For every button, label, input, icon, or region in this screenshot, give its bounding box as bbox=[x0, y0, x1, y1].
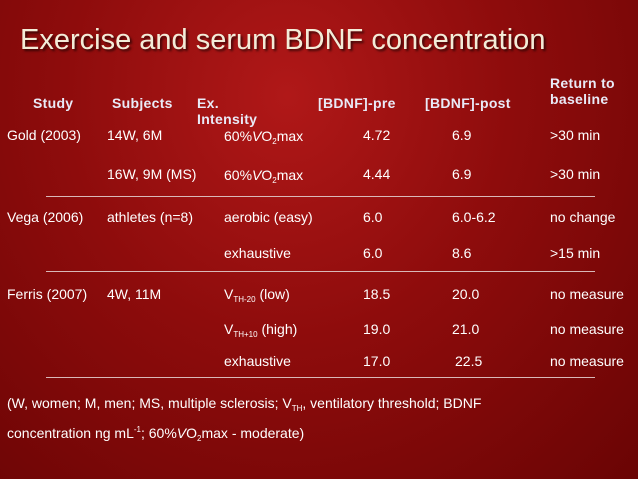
row-5-intensity-v: V bbox=[224, 286, 234, 302]
footnote: (W, women; M, men; MS, multiple sclerosi… bbox=[7, 393, 607, 449]
row-5-return: no measure bbox=[550, 286, 624, 302]
row-6-bdnf-pre: 19.0 bbox=[363, 321, 391, 337]
header-bdnf-pre: [BDNF]-pre bbox=[318, 95, 396, 111]
row-5-intensity-rest: (low) bbox=[255, 286, 290, 302]
row-5-bdnf-pre: 18.5 bbox=[363, 286, 391, 302]
row-2-intensity: 60%VO2max bbox=[224, 167, 303, 189]
slide-title: Exercise and serum BDNF concentration bbox=[20, 24, 546, 56]
footnote-v: V bbox=[176, 425, 187, 441]
row-1-bdnf-post: 6.9 bbox=[452, 127, 472, 143]
header-ex-intensity-line2: Intensity bbox=[197, 111, 258, 127]
header-return-line1: Return to bbox=[550, 75, 615, 91]
row-4-intensity: exhaustive bbox=[224, 245, 291, 261]
header-return-line2: baseline bbox=[550, 91, 609, 107]
row-1-intensity-pct: 60% bbox=[224, 128, 253, 144]
row-3-study: Vega (2006) bbox=[7, 209, 84, 225]
footnote-sup: -1 bbox=[133, 425, 141, 434]
row-6-return: no measure bbox=[550, 321, 624, 337]
header-bdnf-post: [BDNF]-post bbox=[425, 95, 511, 111]
row-5-intensity: VTH-20 (low) bbox=[224, 286, 290, 308]
row-5-intensity-sub: TH-20 bbox=[233, 295, 256, 304]
row-7-bdnf-pre: 17.0 bbox=[363, 353, 391, 369]
row-1-intensity-rest: max bbox=[276, 128, 304, 144]
footnote-part-5: max - moderate) bbox=[201, 425, 305, 441]
header-subjects: Subjects bbox=[112, 95, 173, 111]
row-2-intensity-v: V bbox=[252, 167, 262, 183]
row-2-return: >30 min bbox=[550, 166, 601, 182]
row-3-intensity: aerobic (easy) bbox=[224, 209, 313, 225]
row-7-bdnf-post: 22.5 bbox=[455, 353, 483, 369]
row-2-intensity-pct: 60% bbox=[224, 167, 253, 183]
header-study: Study bbox=[33, 95, 74, 111]
row-6-intensity-v: V bbox=[224, 321, 234, 337]
row-4-bdnf-pre: 6.0 bbox=[363, 245, 383, 261]
header-ex-intensity: Ex. Intensity bbox=[197, 95, 257, 127]
row-7-intensity: exhaustive bbox=[224, 353, 291, 369]
footnote-part-2: , ventilatory threshold; BDNF bbox=[302, 395, 482, 411]
row-1-study: Gold (2003) bbox=[7, 127, 81, 143]
row-6-bdnf-post: 21.0 bbox=[452, 321, 480, 337]
row-3-subjects: athletes (n=8) bbox=[107, 209, 193, 225]
row-1-subjects: 14W, 6M bbox=[107, 127, 163, 143]
row-divider-2 bbox=[46, 271, 595, 272]
row-4-return: >15 min bbox=[550, 245, 601, 261]
footnote-sub-th: TH bbox=[291, 404, 303, 413]
row-1-intensity-v: V bbox=[252, 128, 262, 144]
row-2-bdnf-pre: 4.44 bbox=[363, 166, 391, 182]
row-2-intensity-o: O bbox=[261, 167, 273, 183]
footnote-part-1: (W, women; M, men; MS, multiple sclerosi… bbox=[7, 395, 292, 411]
row-1-return: >30 min bbox=[550, 127, 601, 143]
row-2-intensity-sub: 2 bbox=[272, 176, 277, 185]
row-4-bdnf-post: 8.6 bbox=[452, 245, 472, 261]
row-1-intensity: 60%VO2max bbox=[224, 128, 303, 150]
footnote-o: O bbox=[186, 425, 198, 441]
row-2-subjects: 16W, 9M (MS) bbox=[107, 166, 197, 182]
row-6-intensity-sub: TH+10 bbox=[233, 330, 258, 339]
footnote-sub-2: 2 bbox=[197, 434, 202, 443]
row-1-intensity-o: O bbox=[261, 128, 273, 144]
row-divider-3 bbox=[46, 377, 595, 378]
row-5-study: Ferris (2007) bbox=[7, 286, 88, 302]
row-2-bdnf-post: 6.9 bbox=[452, 166, 472, 182]
footnote-part-4: ; 60% bbox=[140, 425, 177, 441]
row-6-intensity: VTH+10 (high) bbox=[224, 321, 297, 343]
row-3-return: no change bbox=[550, 209, 616, 225]
header-ex-intensity-line1: Ex. bbox=[197, 95, 219, 111]
row-5-bdnf-post: 20.0 bbox=[452, 286, 480, 302]
row-3-bdnf-pre: 6.0 bbox=[363, 209, 383, 225]
row-divider-1 bbox=[46, 196, 595, 197]
row-6-intensity-rest: (high) bbox=[257, 321, 298, 337]
row-1-intensity-sub: 2 bbox=[272, 137, 277, 146]
row-2-intensity-rest: max bbox=[276, 167, 304, 183]
header-return-to-baseline: Return to baseline bbox=[550, 75, 615, 107]
footnote-part-3: concentration ng mL bbox=[7, 425, 134, 441]
row-3-bdnf-post: 6.0-6.2 bbox=[452, 209, 496, 225]
row-1-bdnf-pre: 4.72 bbox=[363, 127, 391, 143]
row-7-return: no measure bbox=[550, 353, 624, 369]
row-5-subjects: 4W, 11M bbox=[107, 286, 162, 302]
